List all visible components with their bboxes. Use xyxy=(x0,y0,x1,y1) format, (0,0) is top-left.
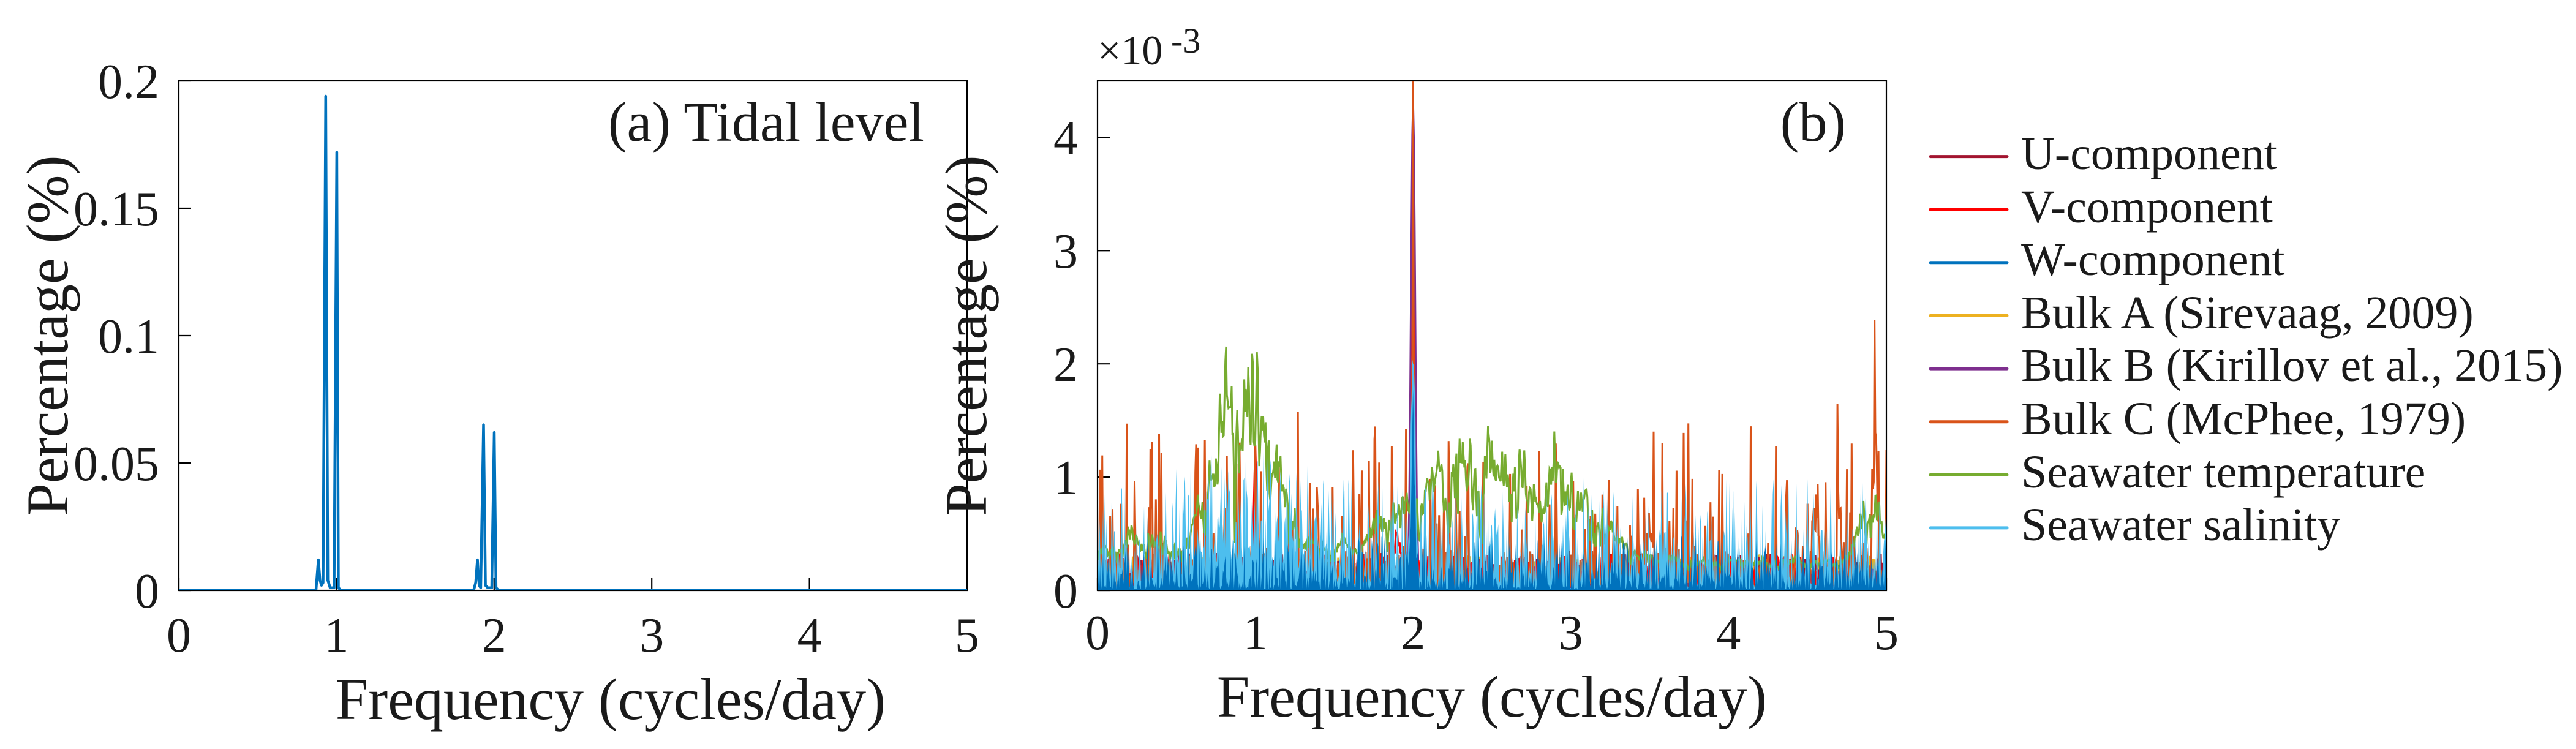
svg-text:2: 2 xyxy=(482,609,507,663)
svg-text:×10: ×10 xyxy=(1098,27,1162,73)
svg-text:U-component: U-component xyxy=(2021,128,2277,179)
svg-text:3: 3 xyxy=(1053,225,1078,279)
svg-text:-3: -3 xyxy=(1171,21,1200,61)
svg-text:0.15: 0.15 xyxy=(73,183,159,236)
svg-text:Frequency (cycles/day): Frequency (cycles/day) xyxy=(336,666,886,732)
svg-text:W-component: W-component xyxy=(2021,234,2285,285)
svg-text:1: 1 xyxy=(1053,451,1078,505)
svg-text:4: 4 xyxy=(1053,111,1078,165)
svg-text:0.1: 0.1 xyxy=(98,310,159,364)
svg-text:0.05: 0.05 xyxy=(73,437,159,491)
svg-text:Bulk A (Sirevaag, 2009): Bulk A (Sirevaag, 2009) xyxy=(2021,287,2474,339)
svg-text:2: 2 xyxy=(1053,338,1078,392)
svg-text:4: 4 xyxy=(1716,606,1741,660)
svg-text:Bulk C (McPhee, 1979): Bulk C (McPhee, 1979) xyxy=(2021,393,2466,445)
svg-text:0: 0 xyxy=(167,609,191,663)
svg-text:Seawater salinity: Seawater salinity xyxy=(2021,499,2340,551)
svg-text:0: 0 xyxy=(1085,606,1110,660)
svg-text:3: 3 xyxy=(639,609,664,663)
svg-text:(a) Tidal level: (a) Tidal level xyxy=(608,91,924,153)
svg-text:2: 2 xyxy=(1401,606,1425,660)
svg-text:Percentage (%): Percentage (%) xyxy=(15,156,80,516)
svg-text:Bulk B (Kirillov et al., 2015): Bulk B (Kirillov et al., 2015) xyxy=(2021,340,2563,391)
svg-text:(b): (b) xyxy=(1780,91,1846,153)
svg-text:0.2: 0.2 xyxy=(98,55,159,109)
svg-text:0: 0 xyxy=(1053,565,1078,619)
svg-text:5: 5 xyxy=(1874,606,1899,660)
svg-text:V-component: V-component xyxy=(2021,181,2273,233)
svg-text:3: 3 xyxy=(1559,606,1583,660)
svg-text:Seawater temperature: Seawater temperature xyxy=(2021,446,2425,498)
svg-text:4: 4 xyxy=(797,609,822,663)
svg-text:1: 1 xyxy=(324,609,348,663)
svg-text:5: 5 xyxy=(955,609,979,663)
svg-text:1: 1 xyxy=(1243,606,1268,660)
svg-text:0: 0 xyxy=(135,565,159,619)
svg-text:Frequency (cycles/day): Frequency (cycles/day) xyxy=(1217,664,1767,729)
svg-text:Percentage (%): Percentage (%) xyxy=(933,156,999,516)
